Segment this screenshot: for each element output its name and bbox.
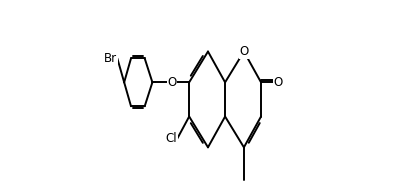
Text: O: O (167, 76, 177, 89)
Text: O: O (239, 45, 248, 58)
Text: Br: Br (104, 52, 117, 65)
Text: O: O (274, 76, 283, 89)
Text: Cl: Cl (166, 132, 177, 145)
